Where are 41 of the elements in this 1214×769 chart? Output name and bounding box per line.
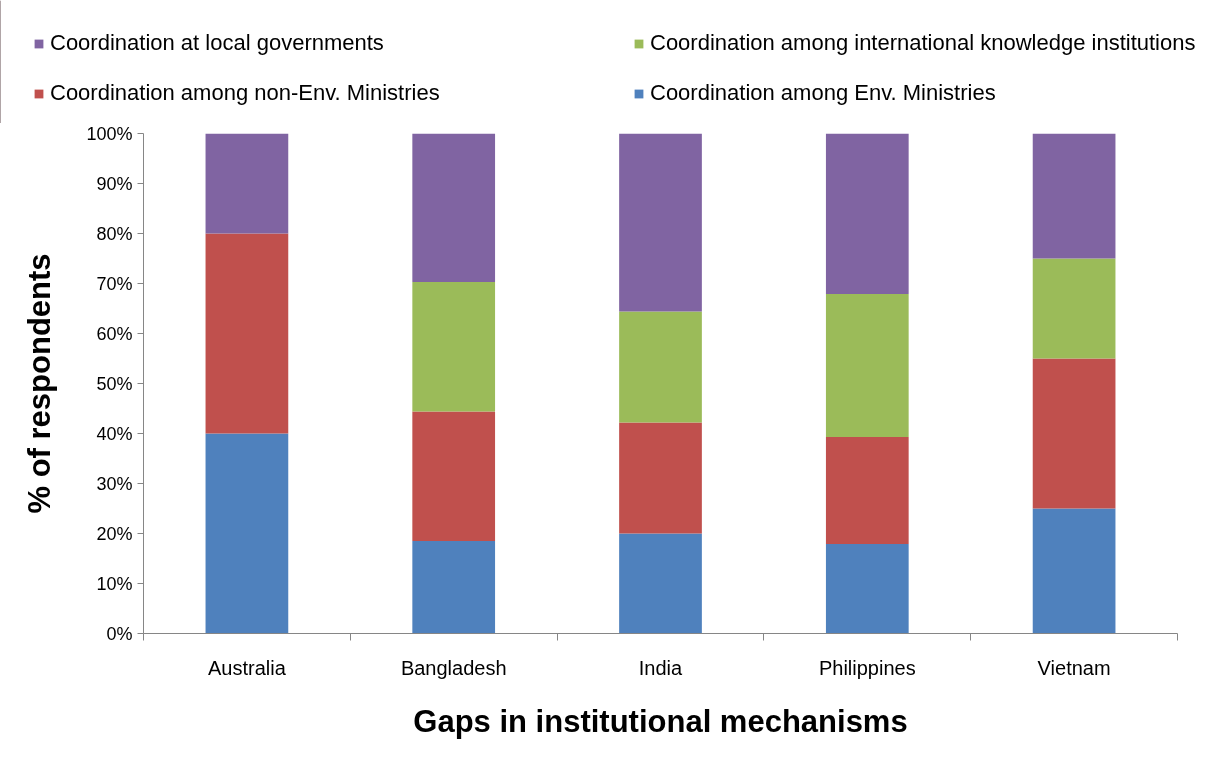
bar xyxy=(205,433,289,634)
y-tick-label: 0% xyxy=(106,623,133,644)
x-tick-label: Vietnam xyxy=(1037,656,1111,679)
bar xyxy=(412,133,496,282)
y-tick-label: 100% xyxy=(86,123,133,144)
bar xyxy=(412,541,496,634)
x-tick-label: India xyxy=(638,656,684,679)
bar xyxy=(825,544,909,634)
y-tick-label: 20% xyxy=(96,523,133,544)
bar xyxy=(619,533,702,634)
bar xyxy=(412,282,496,412)
bar xyxy=(619,422,702,534)
y-axis-title: % of respondents xyxy=(22,253,58,514)
bar xyxy=(825,133,909,294)
legend-label: Coordination at local governments xyxy=(50,30,385,56)
x-tick-label: Philippines xyxy=(818,656,916,679)
y-tick-label: 30% xyxy=(96,473,133,494)
bar xyxy=(205,133,289,234)
y-tick-label: 10% xyxy=(96,573,133,594)
bar xyxy=(825,437,909,544)
y-tick-label: 40% xyxy=(96,423,133,444)
legend-label: Coordination among international knowledge institutions xyxy=(650,30,1197,56)
x-tick-label: Bangladesh xyxy=(400,656,507,679)
y-tick-label: 50% xyxy=(96,373,133,394)
bar xyxy=(619,311,702,423)
bar xyxy=(205,233,289,434)
y-tick-label: 60% xyxy=(96,323,133,344)
bar xyxy=(412,411,496,541)
x-tick-label: Australia xyxy=(207,656,287,679)
x-axis-title: Gaps in institutional mechanisms xyxy=(413,703,908,739)
y-tick-label: 90% xyxy=(96,173,133,194)
legend-label: Coordination among non-Env. Ministries xyxy=(50,80,441,106)
bar xyxy=(1032,508,1116,634)
bar xyxy=(825,294,909,437)
y-tick-label: 80% xyxy=(96,223,133,244)
y-tick-label: 70% xyxy=(96,273,133,294)
bar xyxy=(619,133,702,312)
bar xyxy=(1032,358,1116,509)
legend-label: Coordination among Env. Ministries xyxy=(650,80,997,106)
bar xyxy=(1032,258,1116,359)
bar xyxy=(1032,133,1116,259)
